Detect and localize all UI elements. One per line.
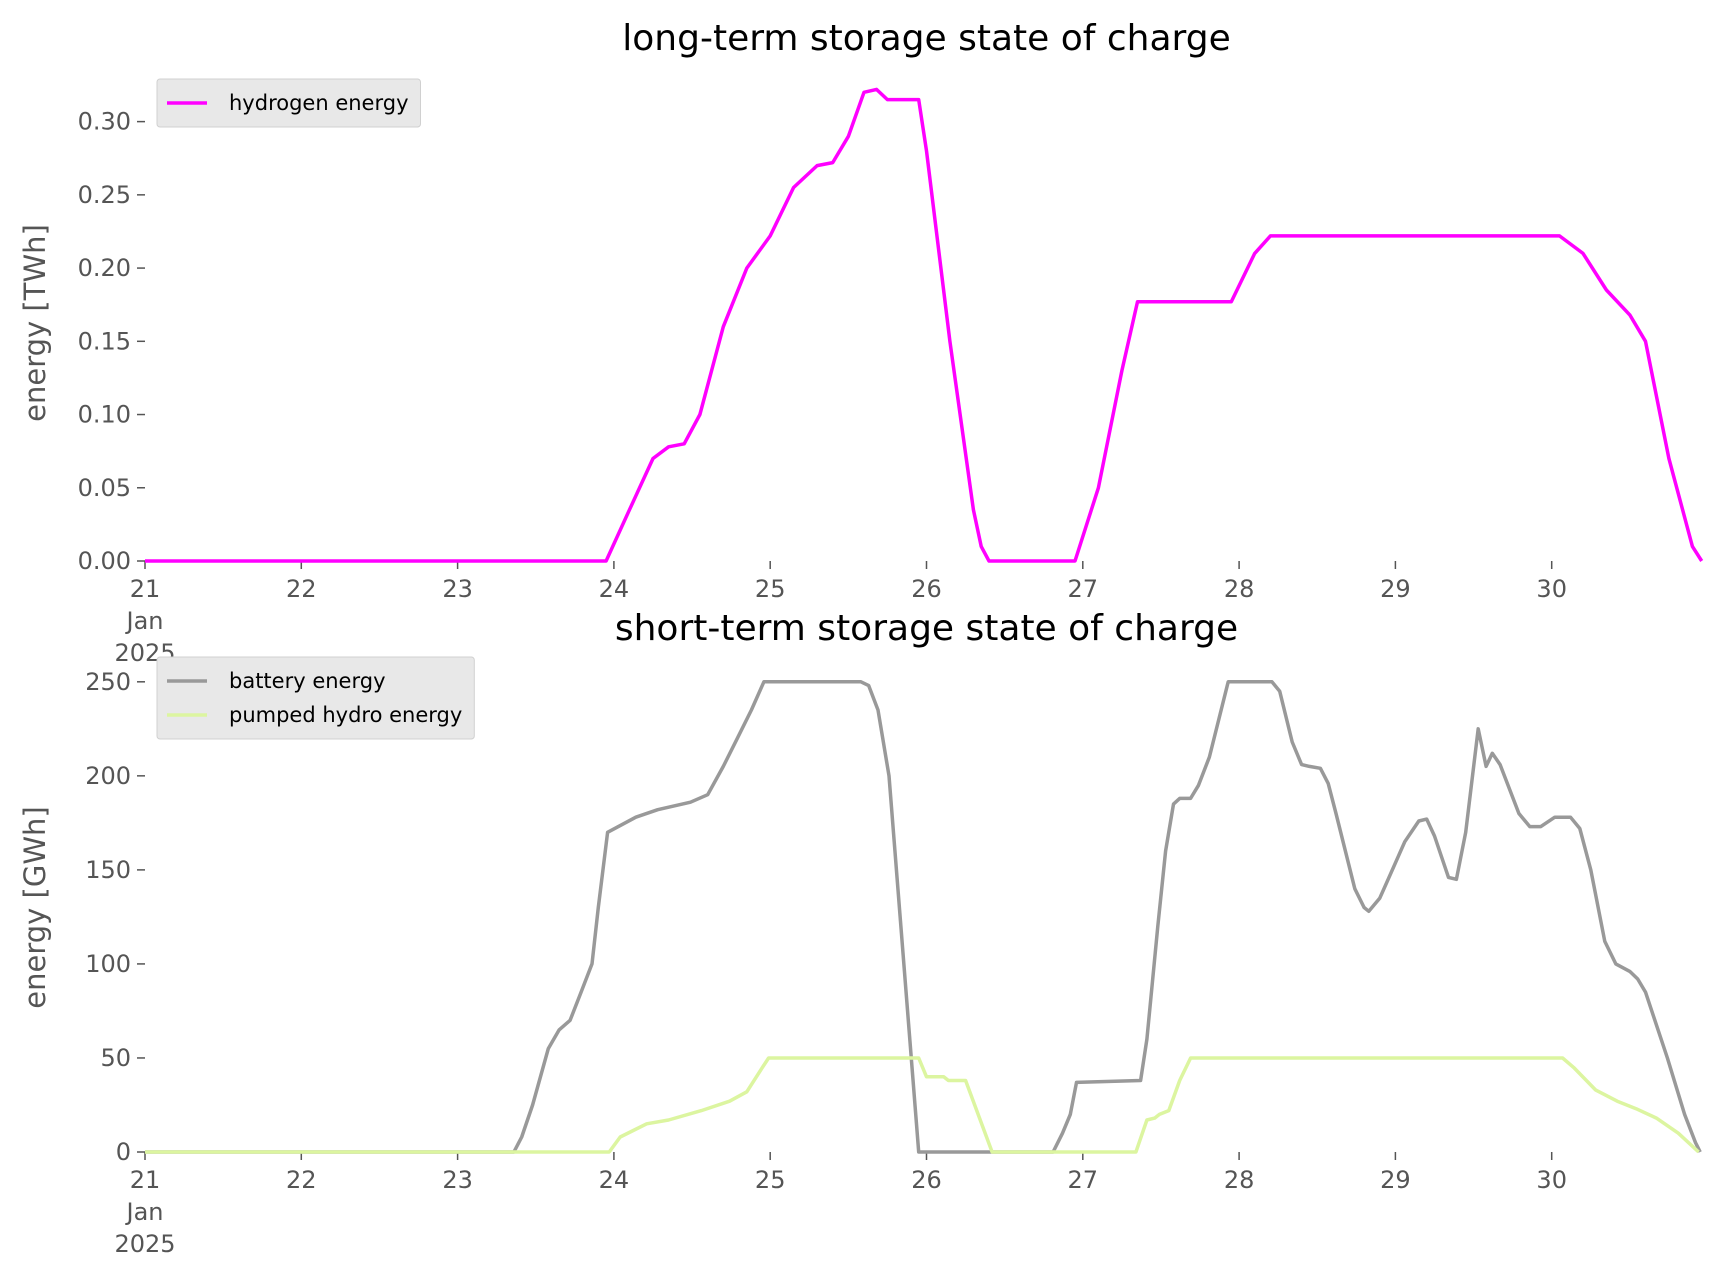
legend-label: hydrogen energy bbox=[229, 91, 409, 115]
x-tick-label: 23 bbox=[442, 1166, 473, 1194]
y-tick-label: 0.20 bbox=[78, 254, 131, 282]
x-tick-label: 24 bbox=[599, 575, 630, 603]
legend-box bbox=[156, 656, 475, 740]
y-tick-label: 0.10 bbox=[78, 401, 131, 429]
x-tick-label: 25 bbox=[755, 575, 786, 603]
x-tick-label: 27 bbox=[1068, 1166, 1099, 1194]
y-tick-label: 150 bbox=[85, 856, 131, 884]
x-tick-label: 30 bbox=[1536, 1166, 1567, 1194]
y-tick-label: 0.25 bbox=[78, 181, 131, 209]
line bbox=[145, 87, 1704, 563]
x-tick-label: 21 Jan 2025 bbox=[114, 575, 175, 667]
line bbox=[145, 1056, 1700, 1154]
x-tick-label: 21 Jan 2025 bbox=[114, 1166, 175, 1258]
legend-box bbox=[156, 78, 421, 128]
y-tick-label: 0.05 bbox=[78, 474, 131, 502]
x-tick-label: 25 bbox=[755, 1166, 786, 1194]
chart-title: long-term storage state of charge bbox=[622, 18, 1230, 59]
x-tick-label: 28 bbox=[1224, 575, 1255, 603]
y-tick-label: 0.15 bbox=[78, 327, 131, 355]
x-tick-label: 22 bbox=[286, 575, 317, 603]
x-tick-label: 23 bbox=[442, 575, 473, 603]
x-tick-label: 29 bbox=[1380, 1166, 1411, 1194]
y-tick-label: 0.00 bbox=[78, 547, 131, 575]
x-tick-label: 27 bbox=[1068, 575, 1099, 603]
y-tick-label: 200 bbox=[85, 762, 131, 790]
legend-label: battery energy bbox=[229, 669, 386, 693]
y-tick-label: 0.30 bbox=[78, 108, 131, 136]
x-tick-label: 26 bbox=[911, 575, 942, 603]
legend: battery energy pumped hydro energy bbox=[156, 656, 475, 740]
x-tick-label: 30 bbox=[1536, 575, 1567, 603]
y-tick-label: 100 bbox=[85, 950, 131, 978]
y-tick-label: 250 bbox=[85, 668, 131, 696]
y-axis-label: energy [TWh] bbox=[18, 224, 52, 422]
legend-label: pumped hydro energy bbox=[229, 703, 462, 727]
legend: hydrogen energy bbox=[156, 78, 421, 128]
chart-title: short-term storage state of charge bbox=[615, 608, 1238, 649]
x-tick-label: 29 bbox=[1380, 575, 1411, 603]
y-tick-label: 50 bbox=[100, 1044, 131, 1072]
x-tick-label: 24 bbox=[599, 1166, 630, 1194]
line bbox=[145, 680, 1702, 1154]
x-tick-label: 22 bbox=[286, 1166, 317, 1194]
y-tick-label: 0 bbox=[116, 1138, 131, 1166]
x-tick-label: 28 bbox=[1224, 1166, 1255, 1194]
y-axis-label: energy [GWh] bbox=[18, 806, 52, 1008]
x-tick-label: 26 bbox=[911, 1166, 942, 1194]
